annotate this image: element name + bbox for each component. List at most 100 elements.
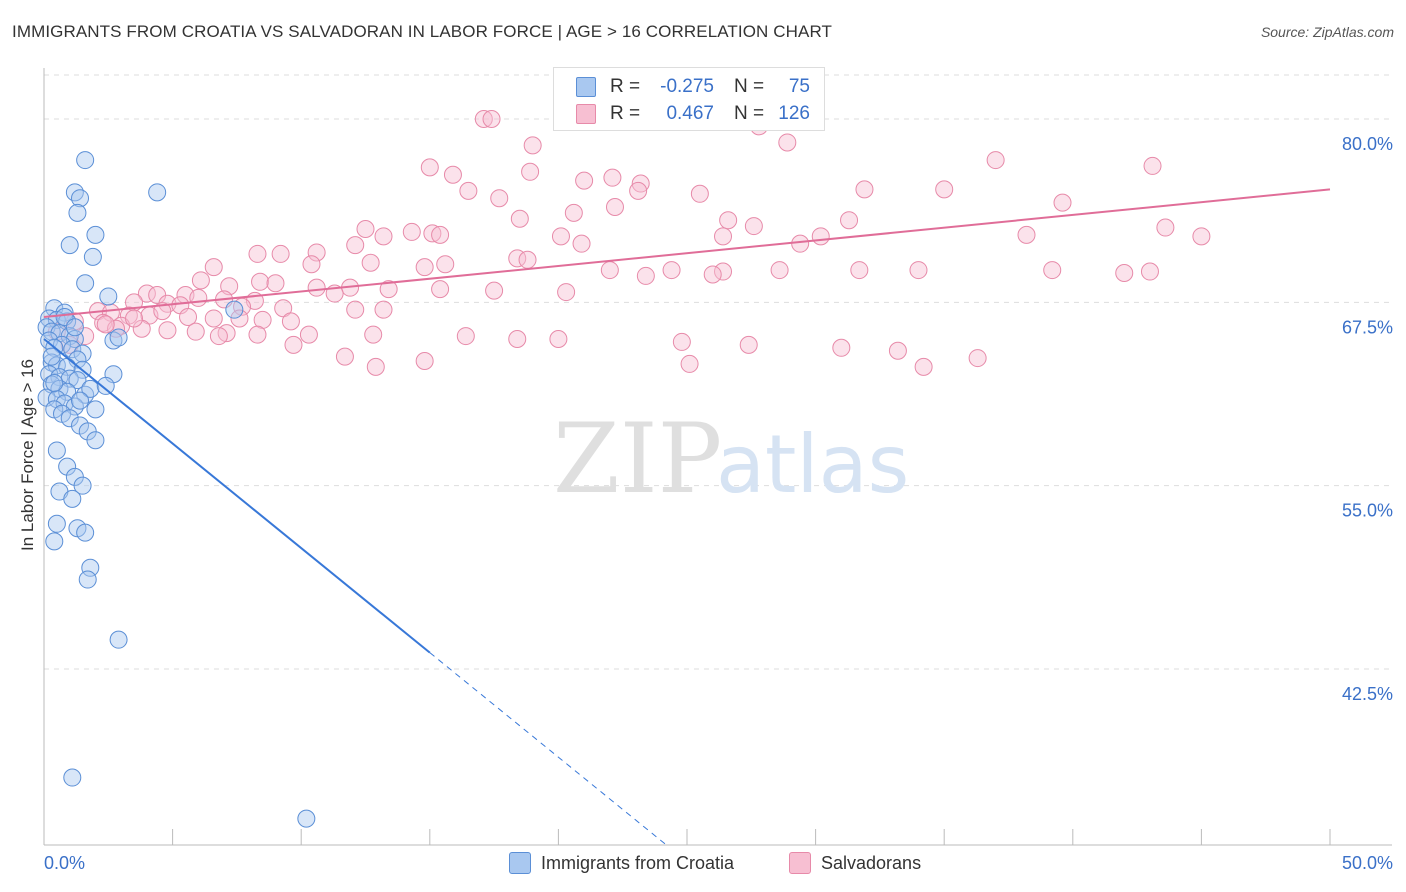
salvadoran-point: [1140, 262, 1159, 281]
croatia-point: [45, 374, 64, 392]
salvadoran-point: [719, 211, 738, 230]
salvadoran-point: [549, 330, 568, 348]
stats-legend-row-salvadoran: R = 0.467 N = 126: [576, 101, 810, 127]
salvadoran-point: [307, 278, 326, 297]
salvadoran-point: [840, 211, 859, 230]
r-value: -0.275: [660, 76, 714, 97]
chart-source: Source: ZipAtlas.com: [1260, 24, 1394, 40]
salvadoran-point: [811, 227, 830, 246]
gridlines: [44, 74, 1392, 670]
y-tick-label: 80.0%: [1342, 134, 1393, 154]
salvadoran-point: [299, 325, 318, 344]
croatia-trend-line-extrapolated: [429, 652, 667, 846]
salvadoran-point: [1017, 225, 1036, 244]
croatia-point: [76, 274, 95, 293]
salvadoran-point: [158, 321, 177, 340]
salvadoran-point: [443, 165, 462, 184]
croatia-point: [104, 331, 123, 350]
legend-label-croatia: Immigrants from Croatia: [541, 852, 735, 873]
croatia-point: [63, 489, 82, 508]
salvadoran-point: [125, 309, 144, 328]
salvadoran-point: [356, 220, 375, 238]
salvadoran-point: [366, 357, 385, 376]
legend-item-croatia[interactable]: Immigrants from Croatia: [509, 852, 734, 874]
r-label: R =: [610, 76, 641, 97]
croatia-point: [63, 768, 82, 787]
croatia-point: [109, 328, 128, 347]
croatia-point: [86, 431, 105, 450]
salvadoran-point: [302, 255, 321, 274]
salvadoran-point: [415, 258, 434, 277]
salvadoran-point: [204, 258, 223, 277]
croatia-point: [47, 441, 66, 460]
salvadoran-point: [284, 335, 303, 354]
salvadoran-point: [436, 255, 455, 274]
croatia-swatch: [509, 852, 531, 874]
salvadoran-point: [431, 225, 450, 244]
salvadoran-point: [557, 283, 576, 302]
salvadoran-point: [605, 198, 624, 216]
salvadoran-point: [575, 171, 594, 190]
salvadoran-point: [346, 236, 365, 255]
salvadoran-point: [986, 151, 1005, 170]
croatia-point: [99, 287, 118, 306]
salvadoran-point: [714, 262, 733, 281]
croatia-point: [83, 247, 102, 266]
chart-title: IMMIGRANTS FROM CROATIA VS SALVADORAN IN…: [12, 22, 832, 41]
croatia-point: [42, 347, 61, 366]
croatia-point: [78, 570, 97, 589]
salvadoran-point: [572, 234, 591, 253]
croatia-point: [58, 457, 77, 476]
croatia-point: [63, 340, 82, 359]
croatia-point: [68, 371, 87, 390]
salvadoran-point: [490, 189, 509, 208]
y-tick-label: 42.5%: [1342, 684, 1393, 704]
croatia-point: [40, 365, 59, 384]
salvadoran-point: [662, 261, 681, 280]
legend-label-salvadoran: Salvadorans: [821, 852, 922, 873]
salvadoran-point: [281, 312, 300, 331]
croatia-point: [73, 344, 92, 363]
salvadoran-point: [855, 180, 874, 199]
salvadoran-point: [251, 272, 270, 291]
salvadoran-point: [119, 306, 138, 325]
watermark: ZIP atlas: [553, 403, 909, 515]
salvadoran-point: [564, 203, 583, 222]
salvadoran-point: [374, 227, 393, 246]
salvadoran-point: [431, 280, 450, 299]
salvadoran-point: [508, 330, 527, 348]
croatia-point: [297, 809, 316, 828]
salvadoran-point: [1143, 156, 1162, 175]
salvadoran-point: [518, 250, 537, 269]
salvadoran-point: [459, 181, 478, 200]
salvadoran-points: [47, 110, 1211, 376]
croatia-point: [65, 183, 84, 202]
croatia-point: [60, 236, 79, 255]
salvadoran-point: [456, 327, 475, 346]
tick-labels: 42.5% 55.0% 67.5% 80.0% 0.0% 50.0%: [44, 134, 1393, 873]
salvadoran-point: [485, 281, 504, 300]
salvadoran-point: [714, 227, 733, 246]
salvadoran-point: [307, 243, 326, 262]
salvadoran-point: [909, 261, 928, 280]
salvadoran-trend-line: [43, 188, 1331, 318]
croatia-point: [68, 203, 87, 222]
salvadoran-point: [189, 288, 208, 307]
salvadoran-point: [179, 308, 198, 326]
bottom-legend: Immigrants from Croatia Salvadorans: [0, 852, 1406, 876]
salvadoran-point: [420, 158, 439, 177]
salvadoran-point: [850, 261, 869, 280]
y-tick-label: 55.0%: [1342, 501, 1393, 521]
croatia-point: [148, 183, 167, 202]
croatia-point: [45, 532, 64, 551]
croatia-point: [58, 382, 77, 401]
salvadoran-point: [510, 209, 529, 228]
croatia-point: [71, 391, 90, 410]
croatia-point: [71, 189, 90, 208]
salvadoran-point: [274, 299, 293, 318]
n-value: 75: [788, 76, 810, 97]
legend-item-salvadoran[interactable]: Salvadorans: [789, 852, 921, 874]
croatia-point: [225, 300, 244, 319]
salvadoran-point: [415, 352, 434, 370]
